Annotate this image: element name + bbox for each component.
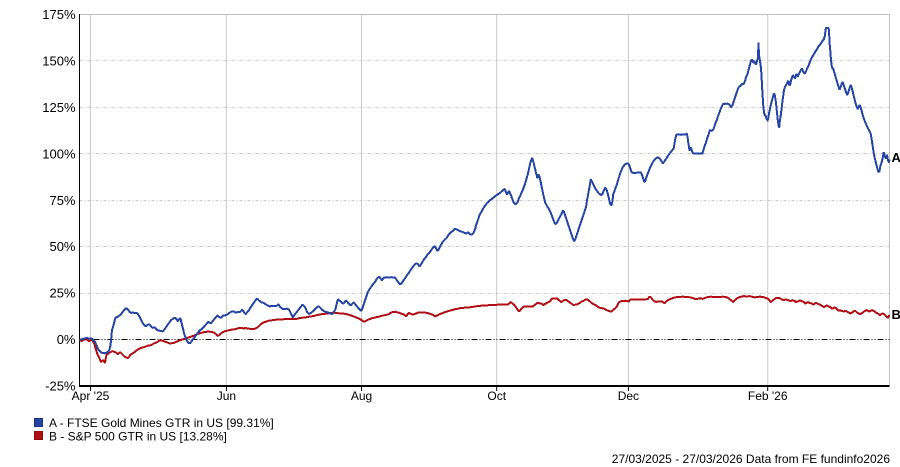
svg-text:Oct: Oct [487,389,506,403]
svg-text:50%: 50% [49,239,75,254]
svg-text:Feb '26: Feb '26 [748,389,788,403]
svg-text:A: A [892,150,900,165]
svg-text:0%: 0% [57,332,76,347]
svg-text:175%: 175% [42,7,76,22]
svg-text:B - S&P 500 GTR in US [13.28%]: B - S&P 500 GTR in US [13.28%] [49,430,227,444]
svg-text:B: B [892,307,900,322]
svg-text:150%: 150% [42,53,76,68]
svg-text:Aug: Aug [351,389,372,403]
svg-text:Jun: Jun [217,389,236,403]
svg-text:125%: 125% [42,100,76,115]
svg-text:A - FTSE Gold Mines GTR in US: A - FTSE Gold Mines GTR in US [99.31%] [49,416,274,430]
svg-text:100%: 100% [42,146,76,161]
svg-text:27/03/2025 - 27/03/2026 Data f: 27/03/2025 - 27/03/2026 Data from FE fun… [612,452,891,466]
svg-text:Apr '25: Apr '25 [72,389,110,403]
svg-text:-25%: -25% [45,379,76,394]
svg-text:75%: 75% [49,193,75,208]
svg-text:25%: 25% [49,286,75,301]
svg-text:Dec: Dec [618,389,639,403]
